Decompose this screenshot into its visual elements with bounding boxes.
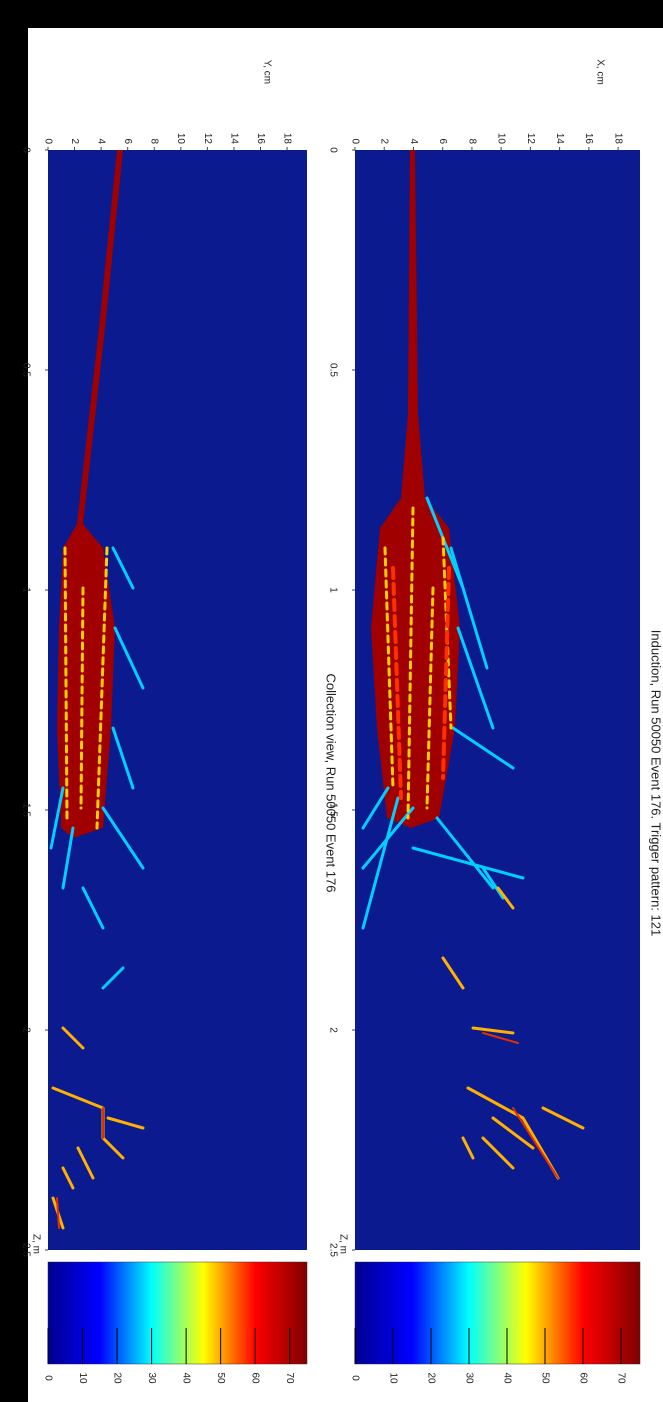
- y-axis-label: Y, cm: [261, 60, 272, 84]
- y-tick-label: 18: [281, 133, 292, 145]
- y-tick-label: 14: [228, 133, 239, 145]
- y-tick-label: 12: [525, 133, 536, 145]
- y-tick-label: 14: [554, 133, 565, 145]
- x-tick-label: 0: [327, 147, 338, 153]
- colorbar-tick-label: 20: [111, 1372, 122, 1384]
- colorbar-tick-label: 50: [539, 1372, 550, 1384]
- x-tick-label: 1: [327, 587, 338, 593]
- x-axis-label: Z, m: [337, 1234, 348, 1254]
- colorbar-tick-label: 40: [180, 1372, 191, 1384]
- chart-title: Collection view, Run 50050 Event 176: [324, 674, 339, 893]
- y-tick-label: 18: [612, 133, 623, 145]
- y-tick-label: 4: [95, 138, 106, 144]
- colorbar: [47, 1261, 308, 1365]
- colorbar-tick-label: 50: [215, 1372, 226, 1384]
- x-tick-label: 0.5: [20, 363, 31, 377]
- y-tick-label: 16: [255, 133, 266, 145]
- colorbar-tick-label: 0: [42, 1375, 53, 1381]
- y-tick-label: 8: [149, 138, 160, 144]
- y-tick-label: 2: [379, 138, 390, 144]
- colorbar-tick-label: 60: [250, 1372, 261, 1384]
- y-tick-label: 10: [496, 133, 507, 145]
- y-tick-label: 12: [202, 133, 213, 145]
- y-axis-label: X, cm: [594, 59, 605, 85]
- track-image: [361, 150, 585, 1180]
- y-tick-label: 10: [175, 133, 186, 145]
- y-tick-label: 2: [69, 138, 80, 144]
- colorbar-tick-label: 40: [501, 1372, 512, 1384]
- colorbar-tick-label: 60: [577, 1372, 588, 1384]
- track-image: [49, 150, 145, 1230]
- y-tick-label: 6: [122, 138, 133, 144]
- x-axis-label: Z, m: [30, 1234, 41, 1254]
- y-tick-label: 6: [437, 138, 448, 144]
- x-tick-label: 2: [20, 1027, 31, 1033]
- y-tick-label: 16: [583, 133, 594, 145]
- heatmap-background: [355, 150, 640, 1250]
- x-tick-label: 2.5: [327, 1243, 338, 1257]
- chart-title: Induction, Run 50050 Event 176. Trigger …: [649, 630, 663, 936]
- colorbar-tick-label: 10: [387, 1372, 398, 1384]
- colorbar-tick-label: 0: [349, 1375, 360, 1381]
- colorbar-tick-label: 70: [284, 1372, 295, 1384]
- y-tick-label: 4: [408, 138, 419, 144]
- y-tick-label: 0: [42, 138, 53, 144]
- x-tick-label: 2.5: [20, 1243, 31, 1257]
- x-tick-label: 0.5: [327, 363, 338, 377]
- y-tick-label: 8: [466, 138, 477, 144]
- rotated-figure: Induction, Run 50050 Event 176. Trigger …: [20, 59, 663, 1384]
- x-tick-label: 1.5: [20, 803, 31, 817]
- colorbar-tick-label: 30: [463, 1372, 474, 1384]
- x-tick-label: 1: [20, 587, 31, 593]
- x-tick-label: 1.5: [327, 803, 338, 817]
- colorbar-tick-label: 10: [77, 1372, 88, 1384]
- colorbar: [354, 1261, 641, 1365]
- colorbar-tick-label: 30: [146, 1372, 157, 1384]
- x-tick-label: 2: [327, 1027, 338, 1033]
- colorbar-tick-label: 20: [425, 1372, 436, 1384]
- colorbar-tick-label: 70: [615, 1372, 626, 1384]
- y-tick-label: 0: [349, 138, 360, 144]
- x-tick-label: 0: [20, 147, 31, 153]
- heatmap-background: [48, 150, 307, 1250]
